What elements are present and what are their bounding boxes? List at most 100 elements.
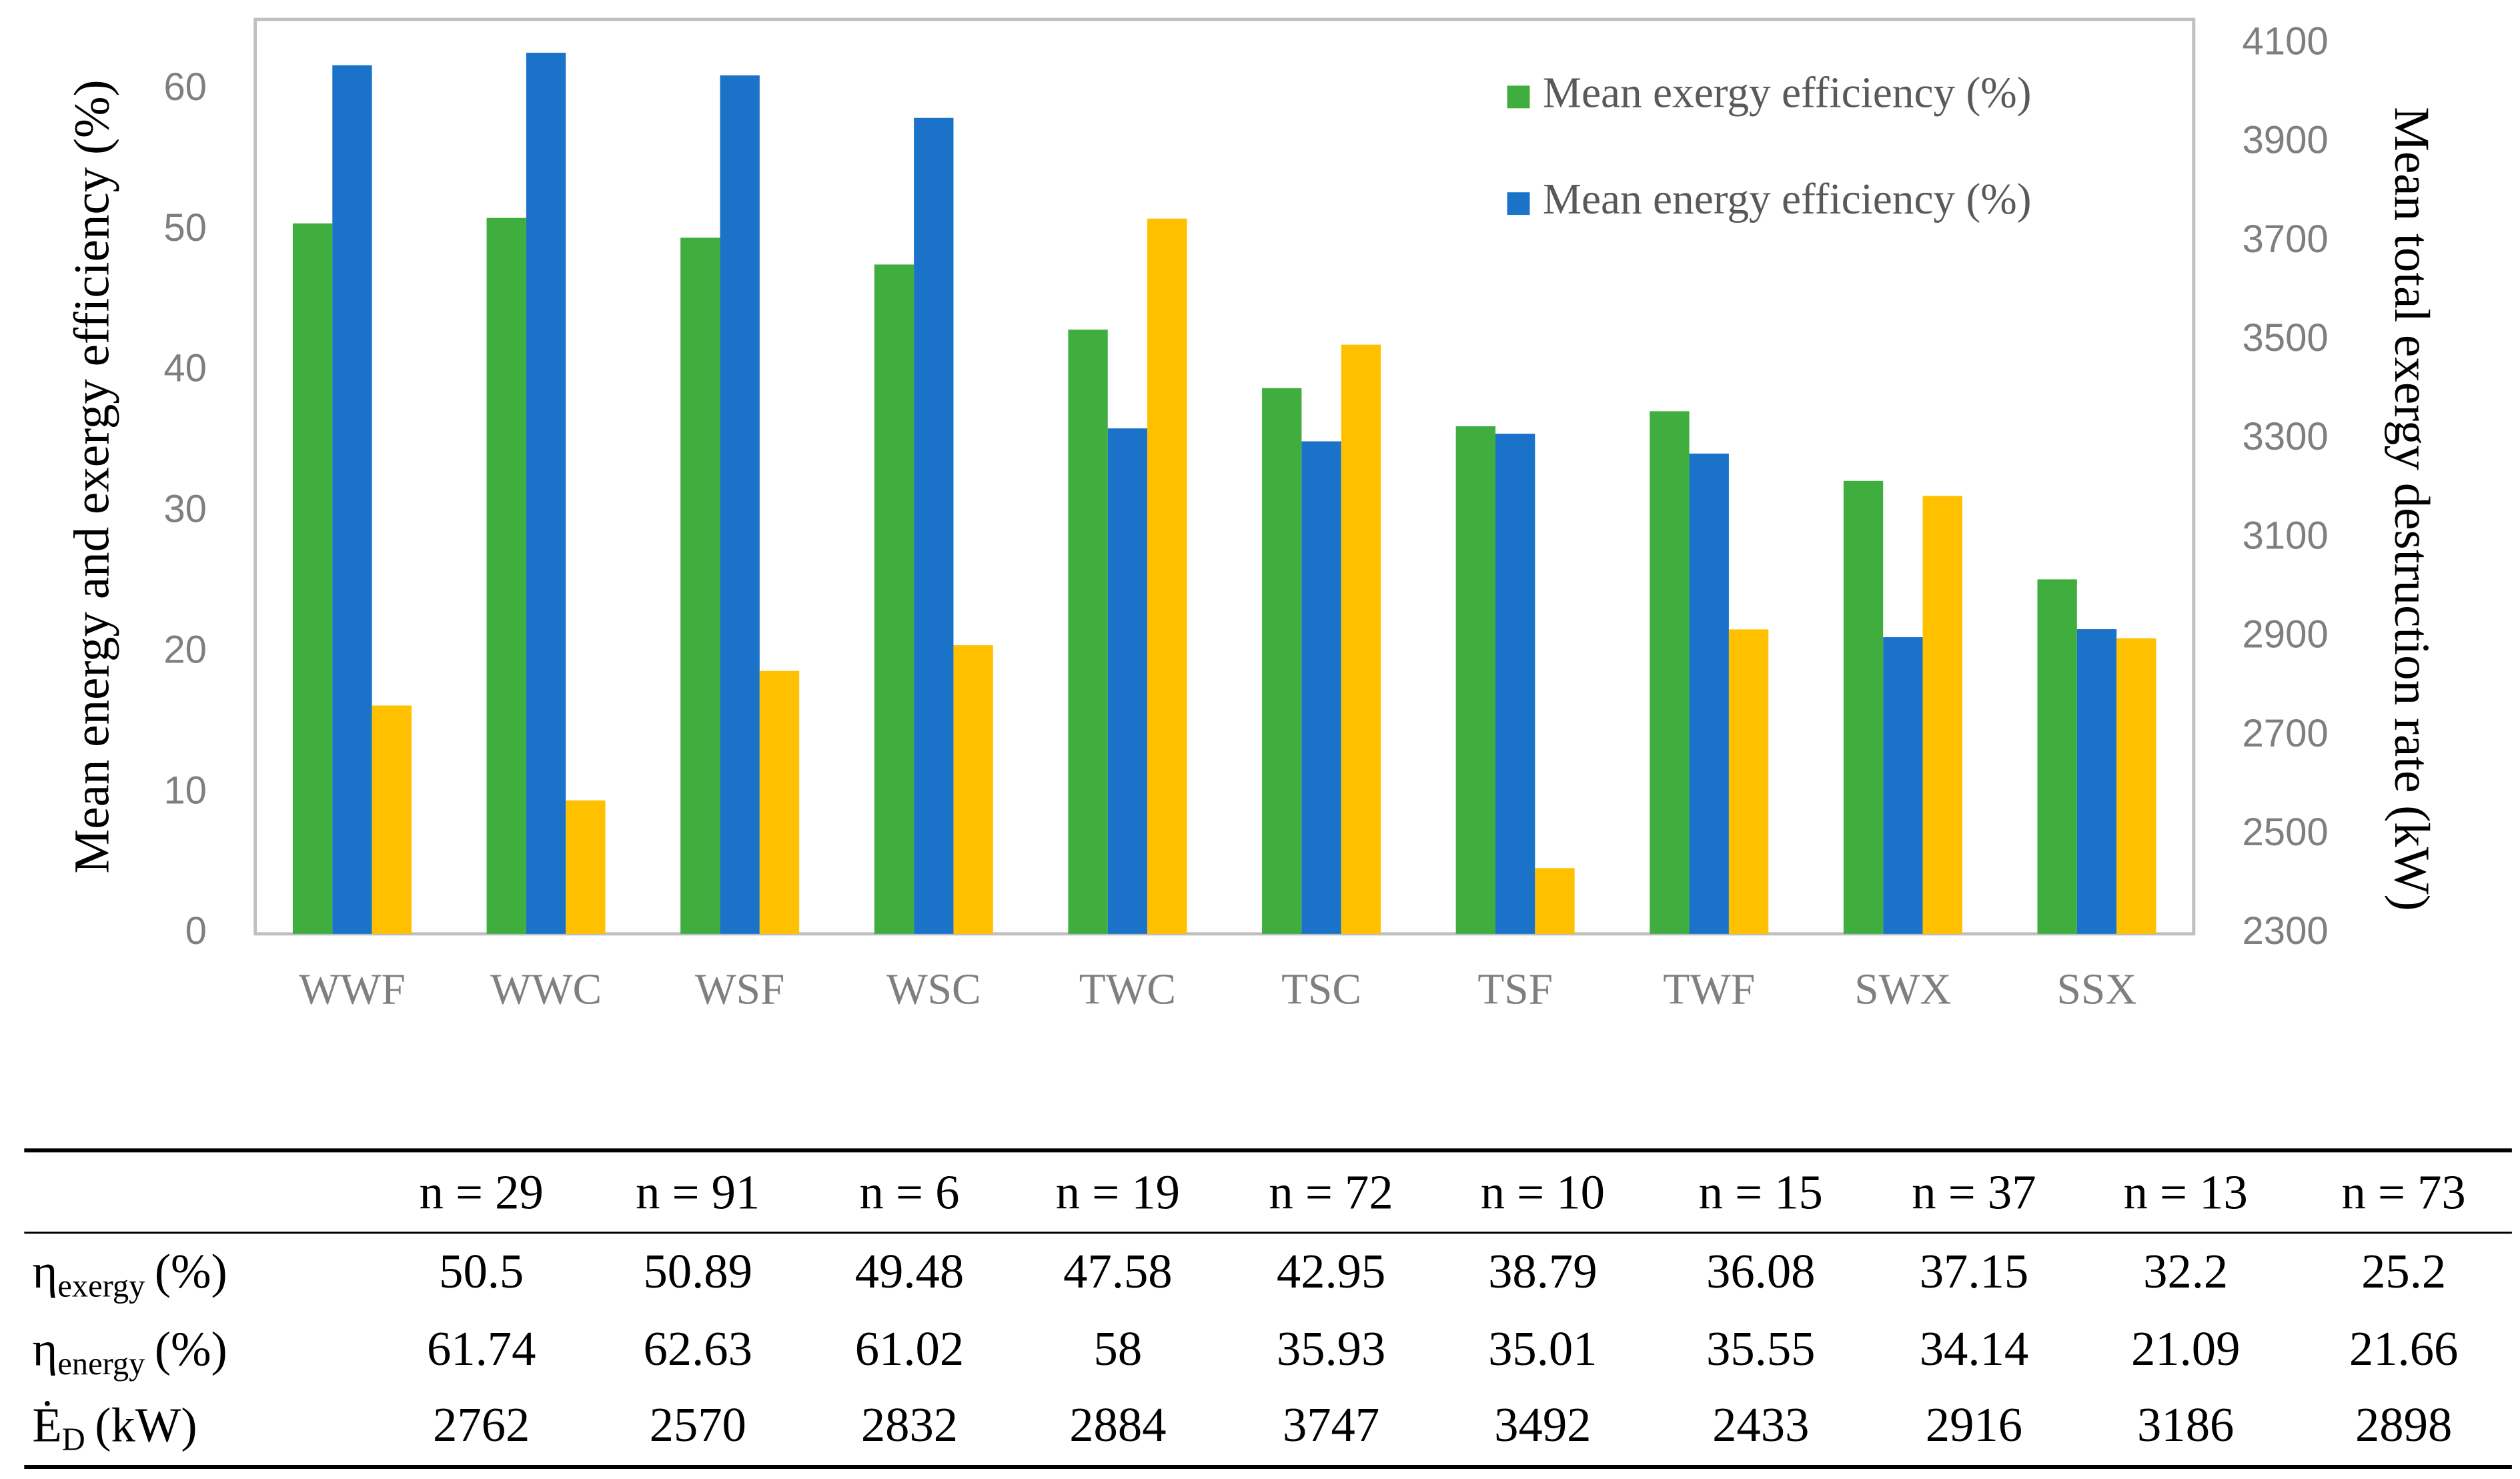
x-tick-label: WWF bbox=[299, 965, 406, 1013]
bar bbox=[486, 217, 526, 934]
x-tick-label: SWX bbox=[1854, 965, 1951, 1013]
row-label-symbol: η bbox=[32, 1322, 57, 1376]
table-header-cell: n = 15 bbox=[1699, 1165, 1823, 1219]
table-header-cell: n = 29 bbox=[420, 1165, 544, 1219]
table-cell: 35.01 bbox=[1488, 1322, 1597, 1376]
table-cell: 62.63 bbox=[643, 1322, 752, 1376]
bar bbox=[372, 705, 412, 934]
x-tick-label: WSC bbox=[886, 965, 981, 1013]
table-cell: 2433 bbox=[1712, 1398, 1809, 1452]
row-label-symbol: Ė bbox=[32, 1398, 61, 1452]
legend-label: Mean energy efficiency (%) bbox=[1543, 175, 2032, 223]
row-label: ηenergy (%) bbox=[32, 1322, 227, 1382]
table-cell: 49.48 bbox=[855, 1244, 964, 1298]
y2-tick-label: 3700 bbox=[2242, 217, 2328, 261]
table-header-cell: n = 19 bbox=[1056, 1165, 1180, 1219]
table-cell: 3186 bbox=[2137, 1398, 2234, 1452]
bar bbox=[720, 75, 760, 934]
x-tick-label: WWC bbox=[490, 965, 602, 1013]
y-axis-title: Mean energy and exergy efficiency (%) bbox=[65, 79, 120, 873]
bar bbox=[1107, 428, 1148, 934]
y-tick-label: 30 bbox=[163, 488, 207, 531]
bar bbox=[2076, 629, 2117, 934]
row-label-sub: exergy bbox=[57, 1269, 145, 1304]
bar bbox=[1689, 453, 1729, 934]
table-cell: 50.5 bbox=[439, 1244, 524, 1298]
y2-tick-label: 2900 bbox=[2242, 613, 2328, 656]
bar bbox=[1301, 441, 1341, 934]
y2-tick-label: 3500 bbox=[2242, 316, 2328, 360]
table-cell: 25.2 bbox=[2361, 1244, 2446, 1298]
bar bbox=[953, 645, 993, 934]
x-tick-label: TWC bbox=[1079, 965, 1176, 1013]
table-cell: 36.08 bbox=[1706, 1244, 1815, 1298]
bar bbox=[2116, 638, 2156, 934]
row-label: ηexergy (%) bbox=[32, 1244, 227, 1304]
bar bbox=[1262, 388, 1302, 934]
table-cell: 3492 bbox=[1494, 1398, 1591, 1452]
bar bbox=[1068, 330, 1108, 934]
x-tick-label: SSX bbox=[2057, 965, 2137, 1013]
bar bbox=[526, 53, 566, 934]
bar bbox=[1650, 411, 1690, 934]
row-label-sub: energy bbox=[57, 1346, 145, 1382]
table-cell: 32.2 bbox=[2143, 1244, 2228, 1298]
table-header-cell: n = 10 bbox=[1481, 1165, 1605, 1219]
y2-tick-label: 4100 bbox=[2242, 20, 2328, 63]
y2-tick-label: 2500 bbox=[2242, 811, 2328, 854]
legend-swatch bbox=[1507, 85, 1530, 109]
y-tick-label: 50 bbox=[163, 206, 207, 250]
table-cell: 2832 bbox=[861, 1398, 958, 1452]
y-tick-label: 0 bbox=[185, 909, 207, 953]
bar bbox=[566, 800, 606, 934]
x-tick-label: TWF bbox=[1663, 965, 1755, 1013]
legend-swatch bbox=[1507, 192, 1530, 215]
y2-tick-label: 3300 bbox=[2242, 415, 2328, 458]
table-cell: 47.58 bbox=[1063, 1244, 1172, 1298]
x-tick-label: TSF bbox=[1477, 965, 1553, 1013]
table-cell: 2762 bbox=[433, 1398, 530, 1452]
y-tick-label: 40 bbox=[163, 347, 207, 390]
table-cell: 2570 bbox=[650, 1398, 746, 1452]
table-cell: 61.74 bbox=[427, 1322, 536, 1376]
table-cell: 34.14 bbox=[1920, 1322, 2028, 1376]
table-header-cell: n = 13 bbox=[2124, 1165, 2248, 1219]
bar bbox=[292, 223, 333, 934]
row-label-unit: (kW) bbox=[95, 1398, 197, 1452]
row-label-sub: D bbox=[62, 1422, 85, 1458]
legend-label: Mean exergy efficiency (%) bbox=[1543, 69, 2032, 117]
y2-tick-label: 3900 bbox=[2242, 119, 2328, 162]
row-label-symbol: η bbox=[32, 1244, 57, 1298]
bar bbox=[1341, 344, 1381, 934]
y-tick-label: 10 bbox=[163, 769, 207, 812]
bar bbox=[874, 264, 914, 934]
table-cell: 58 bbox=[1094, 1322, 1143, 1376]
table-cell: 35.93 bbox=[1277, 1322, 1385, 1376]
table-cell: 2898 bbox=[2355, 1398, 2452, 1452]
bar bbox=[1922, 496, 1962, 934]
table-cell: 35.55 bbox=[1706, 1322, 1815, 1376]
x-tick-label: TSC bbox=[1281, 965, 1361, 1013]
bar bbox=[1843, 480, 1884, 934]
bar bbox=[2037, 579, 2077, 934]
bar bbox=[914, 117, 954, 934]
table-header-cell: n = 72 bbox=[1269, 1165, 1393, 1219]
bar bbox=[759, 670, 800, 934]
y2-axis-title: Mean total exergy destruction rate (kW) bbox=[2384, 107, 2439, 911]
row-label-unit: (%) bbox=[155, 1244, 227, 1298]
table-cell: 38.79 bbox=[1488, 1244, 1597, 1298]
bar bbox=[1535, 868, 1575, 934]
row-label: ĖD (kW) bbox=[32, 1398, 197, 1458]
y2-tick-label: 3100 bbox=[2242, 514, 2328, 557]
table-cell: 21.09 bbox=[2131, 1322, 2240, 1376]
table-cell: 2916 bbox=[1926, 1398, 2022, 1452]
table-cell: 37.15 bbox=[1920, 1244, 2028, 1298]
table-header-cell: n = 37 bbox=[1912, 1165, 2036, 1219]
table-cell: 50.89 bbox=[643, 1244, 752, 1298]
plot-frame bbox=[253, 17, 2196, 936]
x-tick-label: WSF bbox=[695, 965, 784, 1013]
table-header-cell: n = 91 bbox=[636, 1165, 760, 1219]
table-cell: 3747 bbox=[1283, 1398, 1379, 1452]
